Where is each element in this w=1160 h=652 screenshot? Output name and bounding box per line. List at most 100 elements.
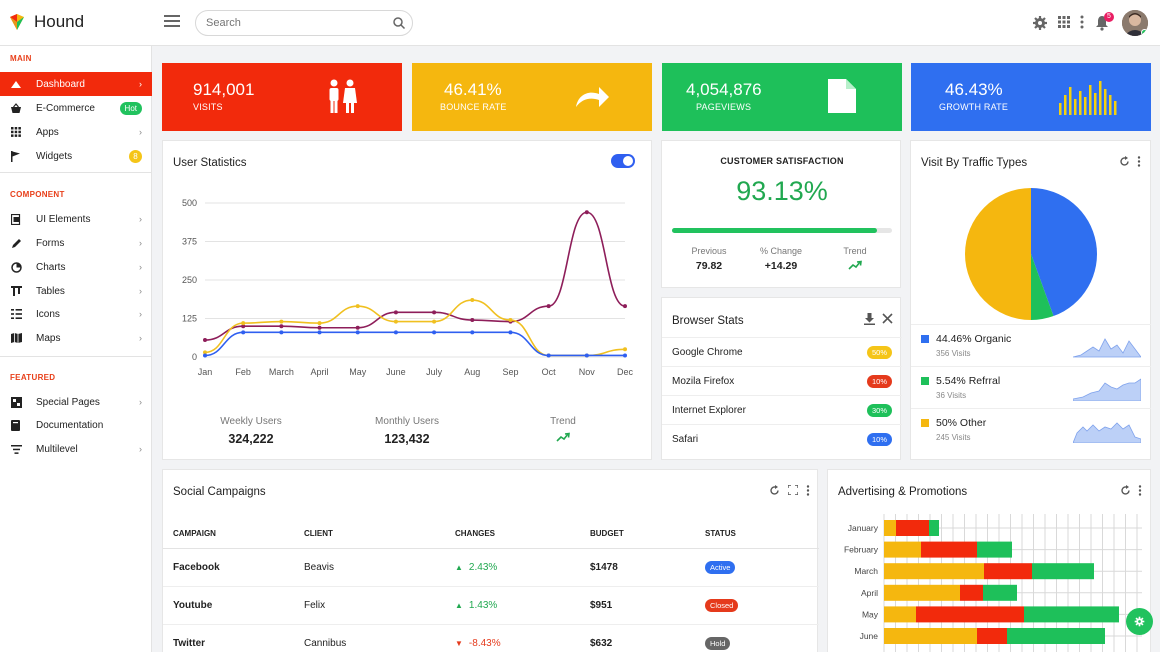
x-tick-label: Aug	[464, 367, 480, 377]
sparkline	[1073, 422, 1141, 443]
data-point	[432, 330, 437, 335]
series-line-1	[204, 299, 626, 357]
sparkline	[1073, 378, 1141, 401]
data-point	[470, 330, 475, 335]
settings-fab[interactable]	[1126, 608, 1153, 635]
sidebar-item-charts[interactable]: Charts ›	[0, 255, 152, 279]
search-input[interactable]	[196, 11, 376, 35]
category-label: January	[848, 523, 879, 533]
bar-segment	[977, 628, 1007, 644]
pie-slice	[1031, 188, 1097, 317]
x-tick-label: May	[349, 367, 367, 377]
sidebar-item-ui-elements[interactable]: UI Elements ›	[0, 207, 152, 231]
search-icon[interactable]	[392, 16, 406, 30]
sidebar-item-widgets[interactable]: Widgets 8	[0, 144, 152, 168]
data-point	[279, 324, 284, 329]
logo[interactable]: Hound	[8, 12, 84, 32]
data-point	[355, 330, 360, 335]
bar-segment	[916, 606, 1024, 623]
column-header: STATUS	[705, 520, 819, 549]
category-label: June	[860, 631, 879, 641]
data-point	[317, 325, 322, 330]
tile-label: GROWTH RATE	[939, 102, 1009, 112]
bar-segment	[884, 628, 977, 644]
avatar[interactable]	[1122, 10, 1148, 36]
stat-value: +14.29	[764, 260, 798, 272]
gear-icon[interactable]	[1032, 15, 1048, 31]
table-row[interactable]: Youtube Felix ▲ 1.43% $951 Closed	[163, 586, 819, 625]
apps-icon	[9, 127, 23, 137]
refresh-icon[interactable]	[1120, 485, 1131, 496]
tile-value: 46.41%	[444, 80, 502, 99]
trending-up-icon	[848, 260, 862, 270]
statistics-toggle[interactable]	[611, 154, 635, 168]
close-icon[interactable]	[882, 313, 893, 324]
legend-sub: 245 Visits	[936, 433, 971, 442]
sidebar-item-e-commerce[interactable]: E-Commerce Hot	[0, 96, 152, 120]
sidebar-item-apps[interactable]: Apps ›	[0, 120, 152, 144]
refresh-icon[interactable]	[769, 485, 780, 496]
category-label: April	[861, 588, 878, 598]
x-tick-label: June	[386, 367, 406, 377]
browser-name: Safari	[672, 433, 699, 445]
card-title: Advertising & Promotions	[838, 486, 968, 498]
stat-value: 123,432	[384, 432, 430, 446]
traffic-legend-row: 44.46% Organic 356 Visits	[911, 324, 1151, 366]
legend-sub: 36 Visits	[936, 391, 967, 400]
data-point	[241, 321, 246, 326]
sidebar-item-label: Documentation	[36, 419, 104, 431]
data-point	[279, 330, 284, 335]
status-badge: Active	[705, 560, 736, 574]
sidebar-item-dashboard[interactable]: Dashboard ›	[0, 72, 152, 96]
more-vertical-icon[interactable]	[1137, 156, 1141, 167]
apps-grid-icon[interactable]	[1057, 15, 1071, 29]
x-tick-label: Nov	[579, 367, 596, 377]
change-value: 1.43%	[468, 599, 498, 611]
table-icon	[9, 286, 23, 296]
sidebar-item-tables[interactable]: Tables ›	[0, 279, 152, 303]
top-header: Hound 5	[0, 0, 1160, 46]
sidebar-item-documentation[interactable]: Documentation	[0, 413, 152, 437]
sidebar-item-maps[interactable]: Maps ›	[0, 326, 152, 350]
arrow-up-icon: ▲	[455, 562, 463, 572]
search-box	[195, 10, 413, 36]
ui-elements-icon	[9, 213, 23, 225]
status-badge: Closed	[705, 598, 739, 612]
table-row[interactable]: Facebook Beavis ▲ 2.43% $1478 Active	[163, 548, 819, 587]
bar-segment	[977, 541, 1012, 558]
sidebar-item-forms[interactable]: Forms ›	[0, 231, 152, 255]
more-vertical-icon[interactable]	[1079, 15, 1085, 29]
more-vertical-icon[interactable]	[1138, 485, 1142, 496]
data-point	[393, 319, 398, 324]
y-tick-label: 125	[182, 314, 197, 324]
satisfaction-value: 93.13%	[736, 176, 828, 206]
bar-segment	[884, 541, 921, 558]
bar-segment	[884, 563, 984, 580]
download-icon[interactable]	[864, 313, 875, 325]
fullscreen-icon[interactable]	[788, 485, 798, 495]
menu-toggle-icon[interactable]	[164, 15, 180, 29]
pie-slice	[1031, 254, 1054, 320]
browser-row: Google Chrome 50%	[662, 337, 902, 366]
sidebar-item-multilevel[interactable]: Multilevel ›	[0, 437, 152, 461]
more-vertical-icon[interactable]	[806, 485, 810, 496]
change-value: 2.43%	[468, 561, 498, 573]
x-tick-label: Feb	[235, 367, 251, 377]
change-stat: % Change +14.29	[748, 246, 814, 272]
refresh-icon[interactable]	[1119, 156, 1130, 167]
data-point	[241, 324, 246, 329]
legend-sub: 356 Visits	[936, 349, 971, 358]
tile-growth-rate: 46.43% GROWTH RATE	[911, 63, 1151, 131]
weekly-users-stat: Weekly Users 324,222	[211, 416, 291, 446]
sidebar-item-special-pages[interactable]: Special Pages ›	[0, 390, 152, 414]
sidebar-item-icons[interactable]: Icons ›	[0, 302, 152, 326]
chevron-icon: ›	[139, 309, 142, 319]
book-icon	[9, 419, 23, 431]
chart-icon	[9, 261, 23, 273]
legend-swatch	[921, 419, 929, 427]
table-row[interactable]: Twitter Cannibus ▼ -8.43% $632 Hold	[163, 624, 819, 652]
legend-title: 44.46% Organic	[936, 333, 1012, 345]
traffic-pie-chart	[965, 188, 1097, 320]
data-point	[203, 338, 207, 343]
csat-trend-stat: Trend	[822, 246, 888, 273]
